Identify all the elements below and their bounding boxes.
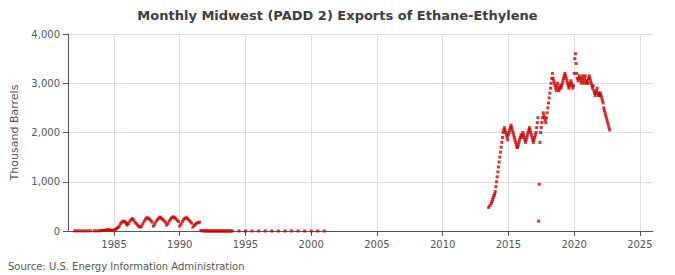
svg-text:Monthly Midwest (PADD 2) Expor: Monthly Midwest (PADD 2) Exports of Etha… bbox=[137, 8, 537, 23]
svg-text:1995: 1995 bbox=[233, 239, 258, 250]
svg-text:2025: 2025 bbox=[627, 239, 652, 250]
svg-text:2,000: 2,000 bbox=[31, 127, 60, 138]
svg-text:1,000: 1,000 bbox=[31, 176, 60, 187]
svg-text:2005: 2005 bbox=[364, 239, 389, 250]
svg-text:3,000: 3,000 bbox=[31, 78, 60, 89]
svg-text:0: 0 bbox=[54, 226, 60, 237]
svg-text:Source: U.S. Energy Informatio: Source: U.S. Energy Information Administ… bbox=[8, 261, 245, 272]
svg-text:Thousand Barrels: Thousand Barrels bbox=[8, 84, 21, 181]
svg-text:1985: 1985 bbox=[101, 239, 126, 250]
svg-text:2020: 2020 bbox=[561, 239, 586, 250]
svg-text:1990: 1990 bbox=[167, 239, 192, 250]
svg-text:2015: 2015 bbox=[496, 239, 521, 250]
svg-text:4,000: 4,000 bbox=[31, 29, 60, 40]
svg-text:2000: 2000 bbox=[298, 239, 323, 250]
svg-text:2010: 2010 bbox=[430, 239, 455, 250]
